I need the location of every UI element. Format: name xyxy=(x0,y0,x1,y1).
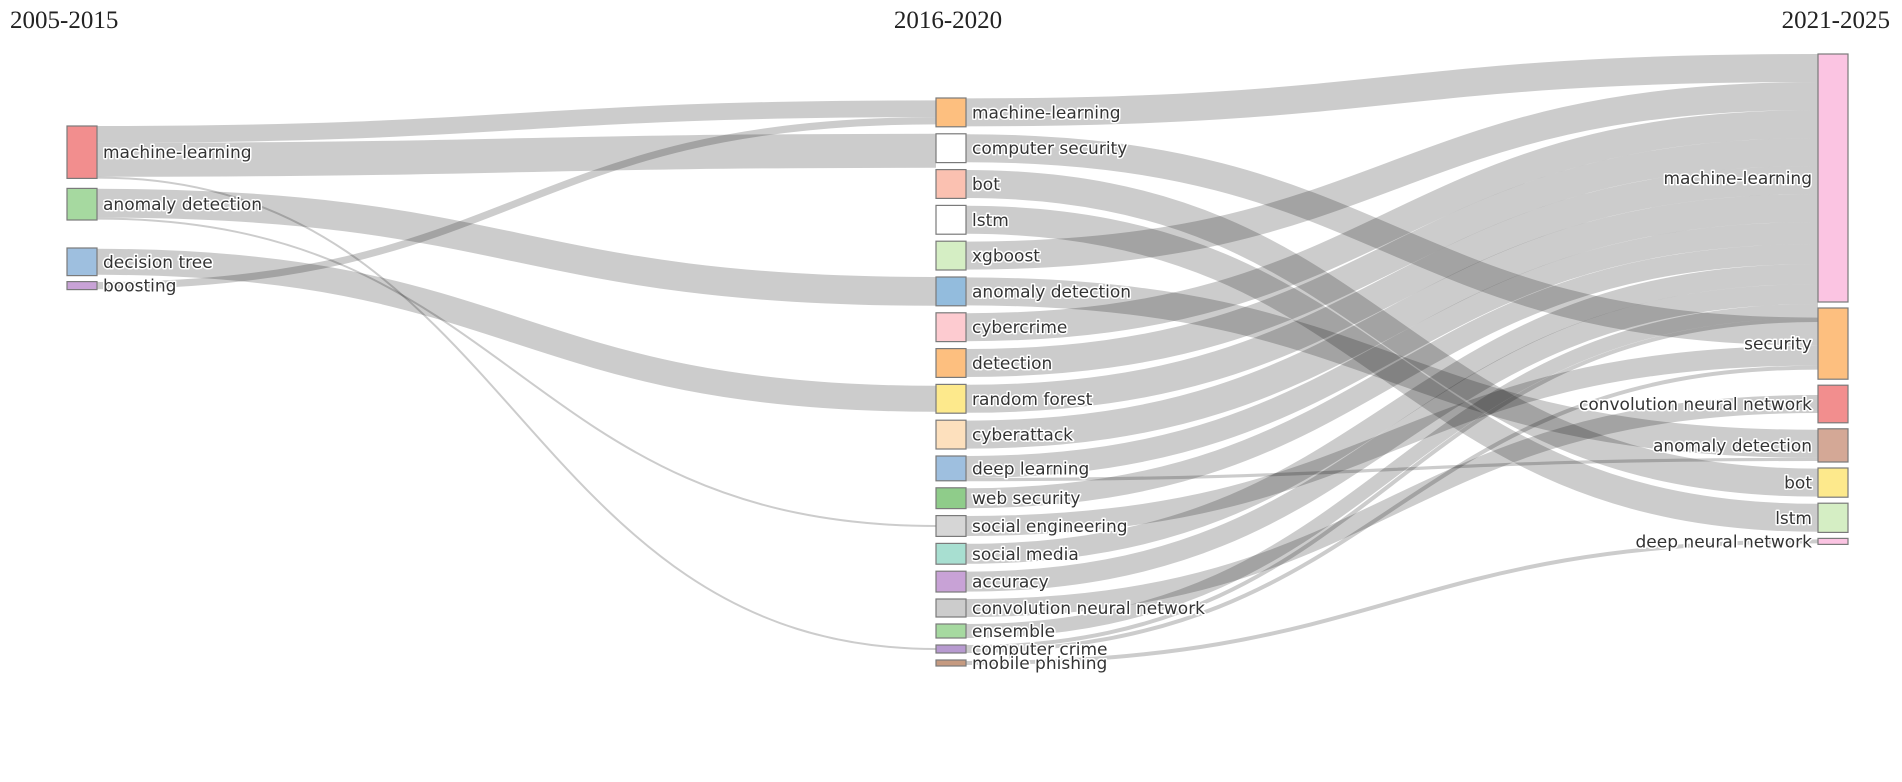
node-b_ad[interactable] xyxy=(935,276,967,307)
node-b_det[interactable] xyxy=(935,348,967,379)
node-label-b_ens: ensemble xyxy=(972,622,1055,642)
link-a_ml-to-b_cs xyxy=(96,133,937,177)
link-b_ad-to-c_ad xyxy=(965,277,1819,458)
node-b_lstm[interactable] xyxy=(935,204,967,235)
node-label-a_dt: decision tree xyxy=(103,253,213,273)
link-b_dl-to-c_ml xyxy=(965,222,1819,478)
node-b_ens[interactable] xyxy=(935,623,967,639)
link-b_cs-to-c_sec xyxy=(965,134,1819,346)
node-b_ws[interactable] xyxy=(935,487,967,510)
node-a_ml[interactable] xyxy=(66,125,98,180)
node-b_cc[interactable] xyxy=(935,312,967,343)
link-a_dt-to-b_rf xyxy=(96,248,937,412)
link-b_cc-to-c_ml xyxy=(965,110,1819,342)
link-b_dl-to-c_ad xyxy=(965,457,1819,482)
node-b_rf[interactable] xyxy=(935,383,967,414)
node-b_xgb[interactable] xyxy=(935,240,967,271)
link-b_xgb-to-c_ml xyxy=(965,82,1819,270)
node-b_ml[interactable] xyxy=(935,97,967,128)
node-label-b_rf: random forest xyxy=(972,390,1093,410)
link-b_det-to-c_ml xyxy=(965,138,1819,377)
node-label-b_bot: bot xyxy=(972,175,1000,195)
node-label-b_dl: deep learning xyxy=(972,459,1089,479)
link-b_mp-to-c_dnn xyxy=(965,539,1819,665)
node-label-b_cnn: convolution neural network xyxy=(972,599,1205,619)
topic-labels: machine-learning anomaly detection decisio… xyxy=(102,102,1814,676)
period-header-2016-2020: 2016-2020 xyxy=(894,7,1002,34)
node-label-c_lstm: lstm xyxy=(1775,509,1812,529)
link-b_ca-to-c_ml xyxy=(965,194,1819,449)
node-b_sm[interactable] xyxy=(935,542,967,565)
node-b_dl[interactable] xyxy=(935,455,967,482)
link-a_ad-to-b_ad xyxy=(96,188,937,306)
link-a_bo-to-b_ml xyxy=(96,117,937,290)
node-label-b_det: detection xyxy=(972,354,1052,374)
node-b_cnn[interactable] xyxy=(935,598,967,618)
node-a_dt[interactable] xyxy=(66,247,98,277)
node-label-c_ad: anomaly detection xyxy=(1653,436,1812,456)
node-label-c_dnn: deep neural network xyxy=(1636,532,1813,552)
node-label-b_ml: machine-learning xyxy=(972,103,1121,123)
node-label-b_mp: mobile phishing xyxy=(972,654,1107,674)
link-b_ws-to-c_ml xyxy=(965,244,1819,509)
node-label-b_acc: accuracy xyxy=(972,573,1049,593)
node-label-a_ml: machine-learning xyxy=(103,143,252,163)
link-b_bot-to-c_bot xyxy=(965,170,1819,497)
link-b_ccr-to-c_ml xyxy=(965,318,1819,649)
link-b_sm-to-c_ml xyxy=(965,264,1819,564)
link-b_rf-to-c_ml xyxy=(965,166,1819,413)
link-a_ml-to-b_ccr xyxy=(96,176,937,650)
link-a_ad-to-b_se xyxy=(96,217,937,527)
node-label-b_sm: social media xyxy=(972,545,1079,565)
link-b_se-to-c_sec xyxy=(965,345,1819,536)
node-b_bot[interactable] xyxy=(935,169,967,200)
node-label-b_cc: cybercrime xyxy=(972,318,1067,338)
node-label-a_ad: anomaly detection xyxy=(103,195,262,215)
link-b_ens-to-c_ml xyxy=(965,304,1819,638)
node-a_bo[interactable] xyxy=(66,281,98,291)
node-label-b_se: social engineering xyxy=(972,517,1128,537)
node-label-b_ws: web security xyxy=(972,489,1080,509)
node-label-c_sec: security xyxy=(1744,335,1812,355)
period-header-2021-2025: 2021-2025 xyxy=(1782,7,1890,34)
node-label-b_lstm: lstm xyxy=(972,211,1009,231)
link-b_acc-to-c_ml xyxy=(965,284,1819,592)
node-b_ca[interactable] xyxy=(935,419,967,450)
node-label-a_bo: boosting xyxy=(103,277,176,297)
node-label-b_xgb: xgboost xyxy=(972,247,1040,267)
node-b_mp[interactable] xyxy=(935,659,967,667)
period-headers: 2005-2015 2016-2020 2021-2025 xyxy=(10,7,1890,34)
link-b_cnn-to-c_cnn xyxy=(965,395,1819,617)
node-label-b_ccr: computer crime xyxy=(972,640,1107,660)
link-b_ml-to-c_ml xyxy=(965,54,1819,127)
node-c_sec[interactable] xyxy=(1817,307,1849,380)
node-b_cs[interactable] xyxy=(935,133,967,164)
node-label-b_ad: anomaly detection xyxy=(972,282,1131,302)
node-b_se[interactable] xyxy=(935,514,967,537)
node-c_bot[interactable] xyxy=(1817,467,1849,498)
node-c_ml[interactable] xyxy=(1817,53,1849,303)
node-c_cnn[interactable] xyxy=(1817,384,1849,424)
node-c_lstm[interactable] xyxy=(1817,502,1849,534)
node-c_dnn[interactable] xyxy=(1817,537,1849,546)
node-label-c_ml: machine-learning xyxy=(1663,169,1812,189)
node-b_acc[interactable] xyxy=(935,570,967,593)
node-a_ad[interactable] xyxy=(66,187,98,221)
node-label-c_cnn: convolution neural network xyxy=(1579,395,1812,415)
topic-nodes xyxy=(66,53,1849,667)
node-label-b_cs: computer security xyxy=(972,139,1127,159)
node-b_ccr[interactable] xyxy=(935,644,967,654)
node-label-c_bot: bot xyxy=(1784,474,1812,494)
link-b_lstm-to-c_lstm xyxy=(965,205,1819,532)
node-c_ad[interactable] xyxy=(1817,428,1849,463)
link-a_ml-to-b_ml xyxy=(96,100,937,143)
link-b_ccr-to-c_sec xyxy=(965,365,1819,653)
period-header-2005-2015: 2005-2015 xyxy=(10,7,118,34)
flow-links xyxy=(96,54,1819,665)
node-label-b_ca: cyberattack xyxy=(972,426,1073,446)
